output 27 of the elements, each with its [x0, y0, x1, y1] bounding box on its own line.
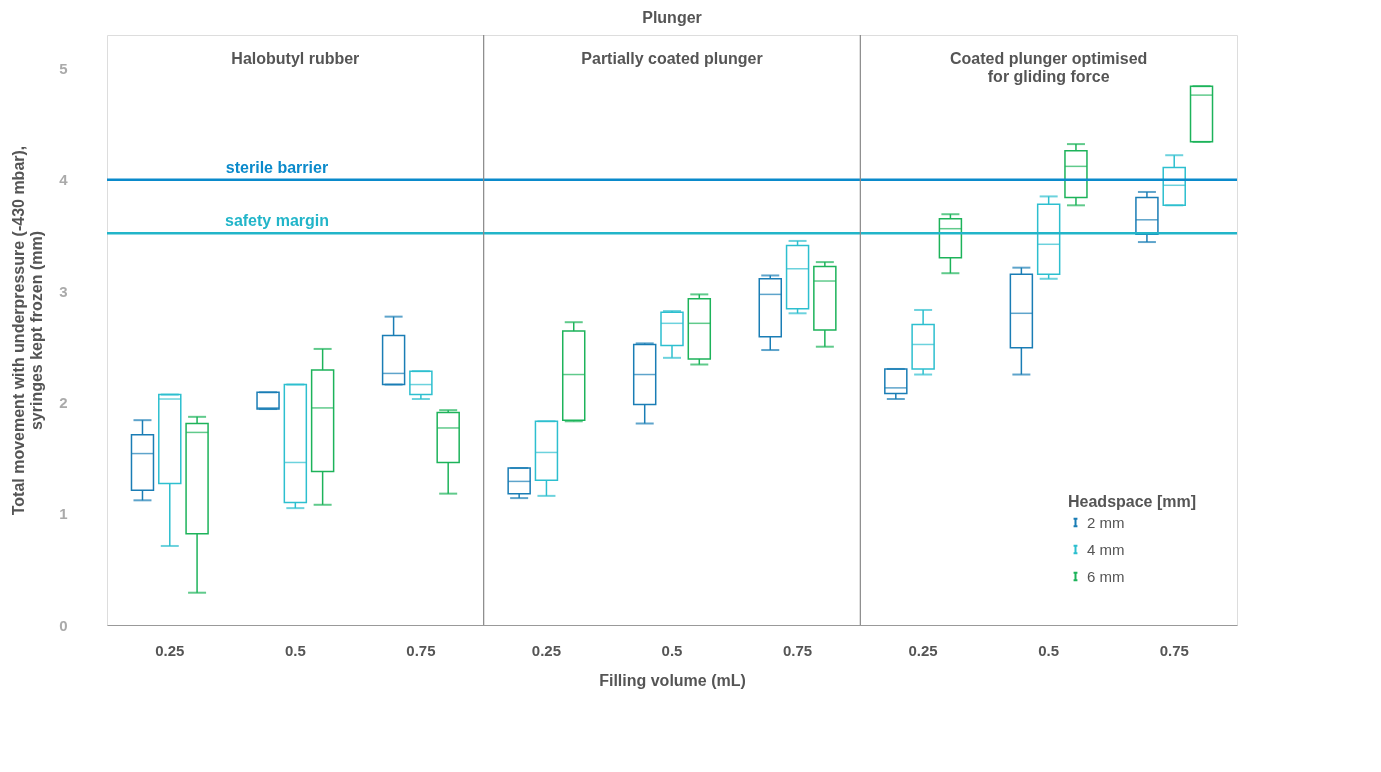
x-tick-label: 0.75: [782, 641, 813, 659]
y-tick-label: 3: [59, 282, 68, 300]
y-tick-label: 0: [59, 616, 68, 634]
chart-title: Plunger: [642, 9, 702, 27]
y-tick-label: 2: [59, 393, 68, 411]
annotation: Partially coated plunger: [581, 50, 763, 67]
x-tick-label: 0.5: [1038, 641, 1060, 659]
legend-label: 2 mm: [1087, 513, 1125, 531]
x-tick-label: 0.5: [661, 641, 683, 659]
x-tick-label: 0.25: [155, 641, 185, 659]
ref-line-label: safety margin: [224, 212, 330, 230]
x-tick-label: 0.25: [531, 641, 562, 659]
ref-line-label: sterile barrier: [225, 158, 329, 176]
x-tick-label: 0.75: [1159, 641, 1189, 659]
legend-label: 4 mm: [1087, 540, 1125, 558]
x-tick-label: 0.5: [284, 641, 306, 659]
legend-label: 6 mm: [1087, 567, 1125, 585]
annotation: Coated plunger optimised for gliding force: [949, 50, 1148, 85]
y-tick-label: 1: [59, 505, 68, 523]
x-tick-label: 0.25: [908, 641, 938, 659]
y-tick-label: 4: [59, 171, 69, 189]
legend-title: Headspace [mm]: [1068, 493, 1197, 510]
annotation: Halobutyl rubber: [231, 50, 360, 67]
x-tick-label: 0.75: [406, 641, 436, 659]
x-axis-title: Filling volume (mL): [599, 671, 746, 689]
y-axis-title: Total movement with underpressure (-430 mbar), syringes kept frozen (mm): [10, 145, 46, 516]
y-tick-label: 5: [59, 59, 68, 77]
